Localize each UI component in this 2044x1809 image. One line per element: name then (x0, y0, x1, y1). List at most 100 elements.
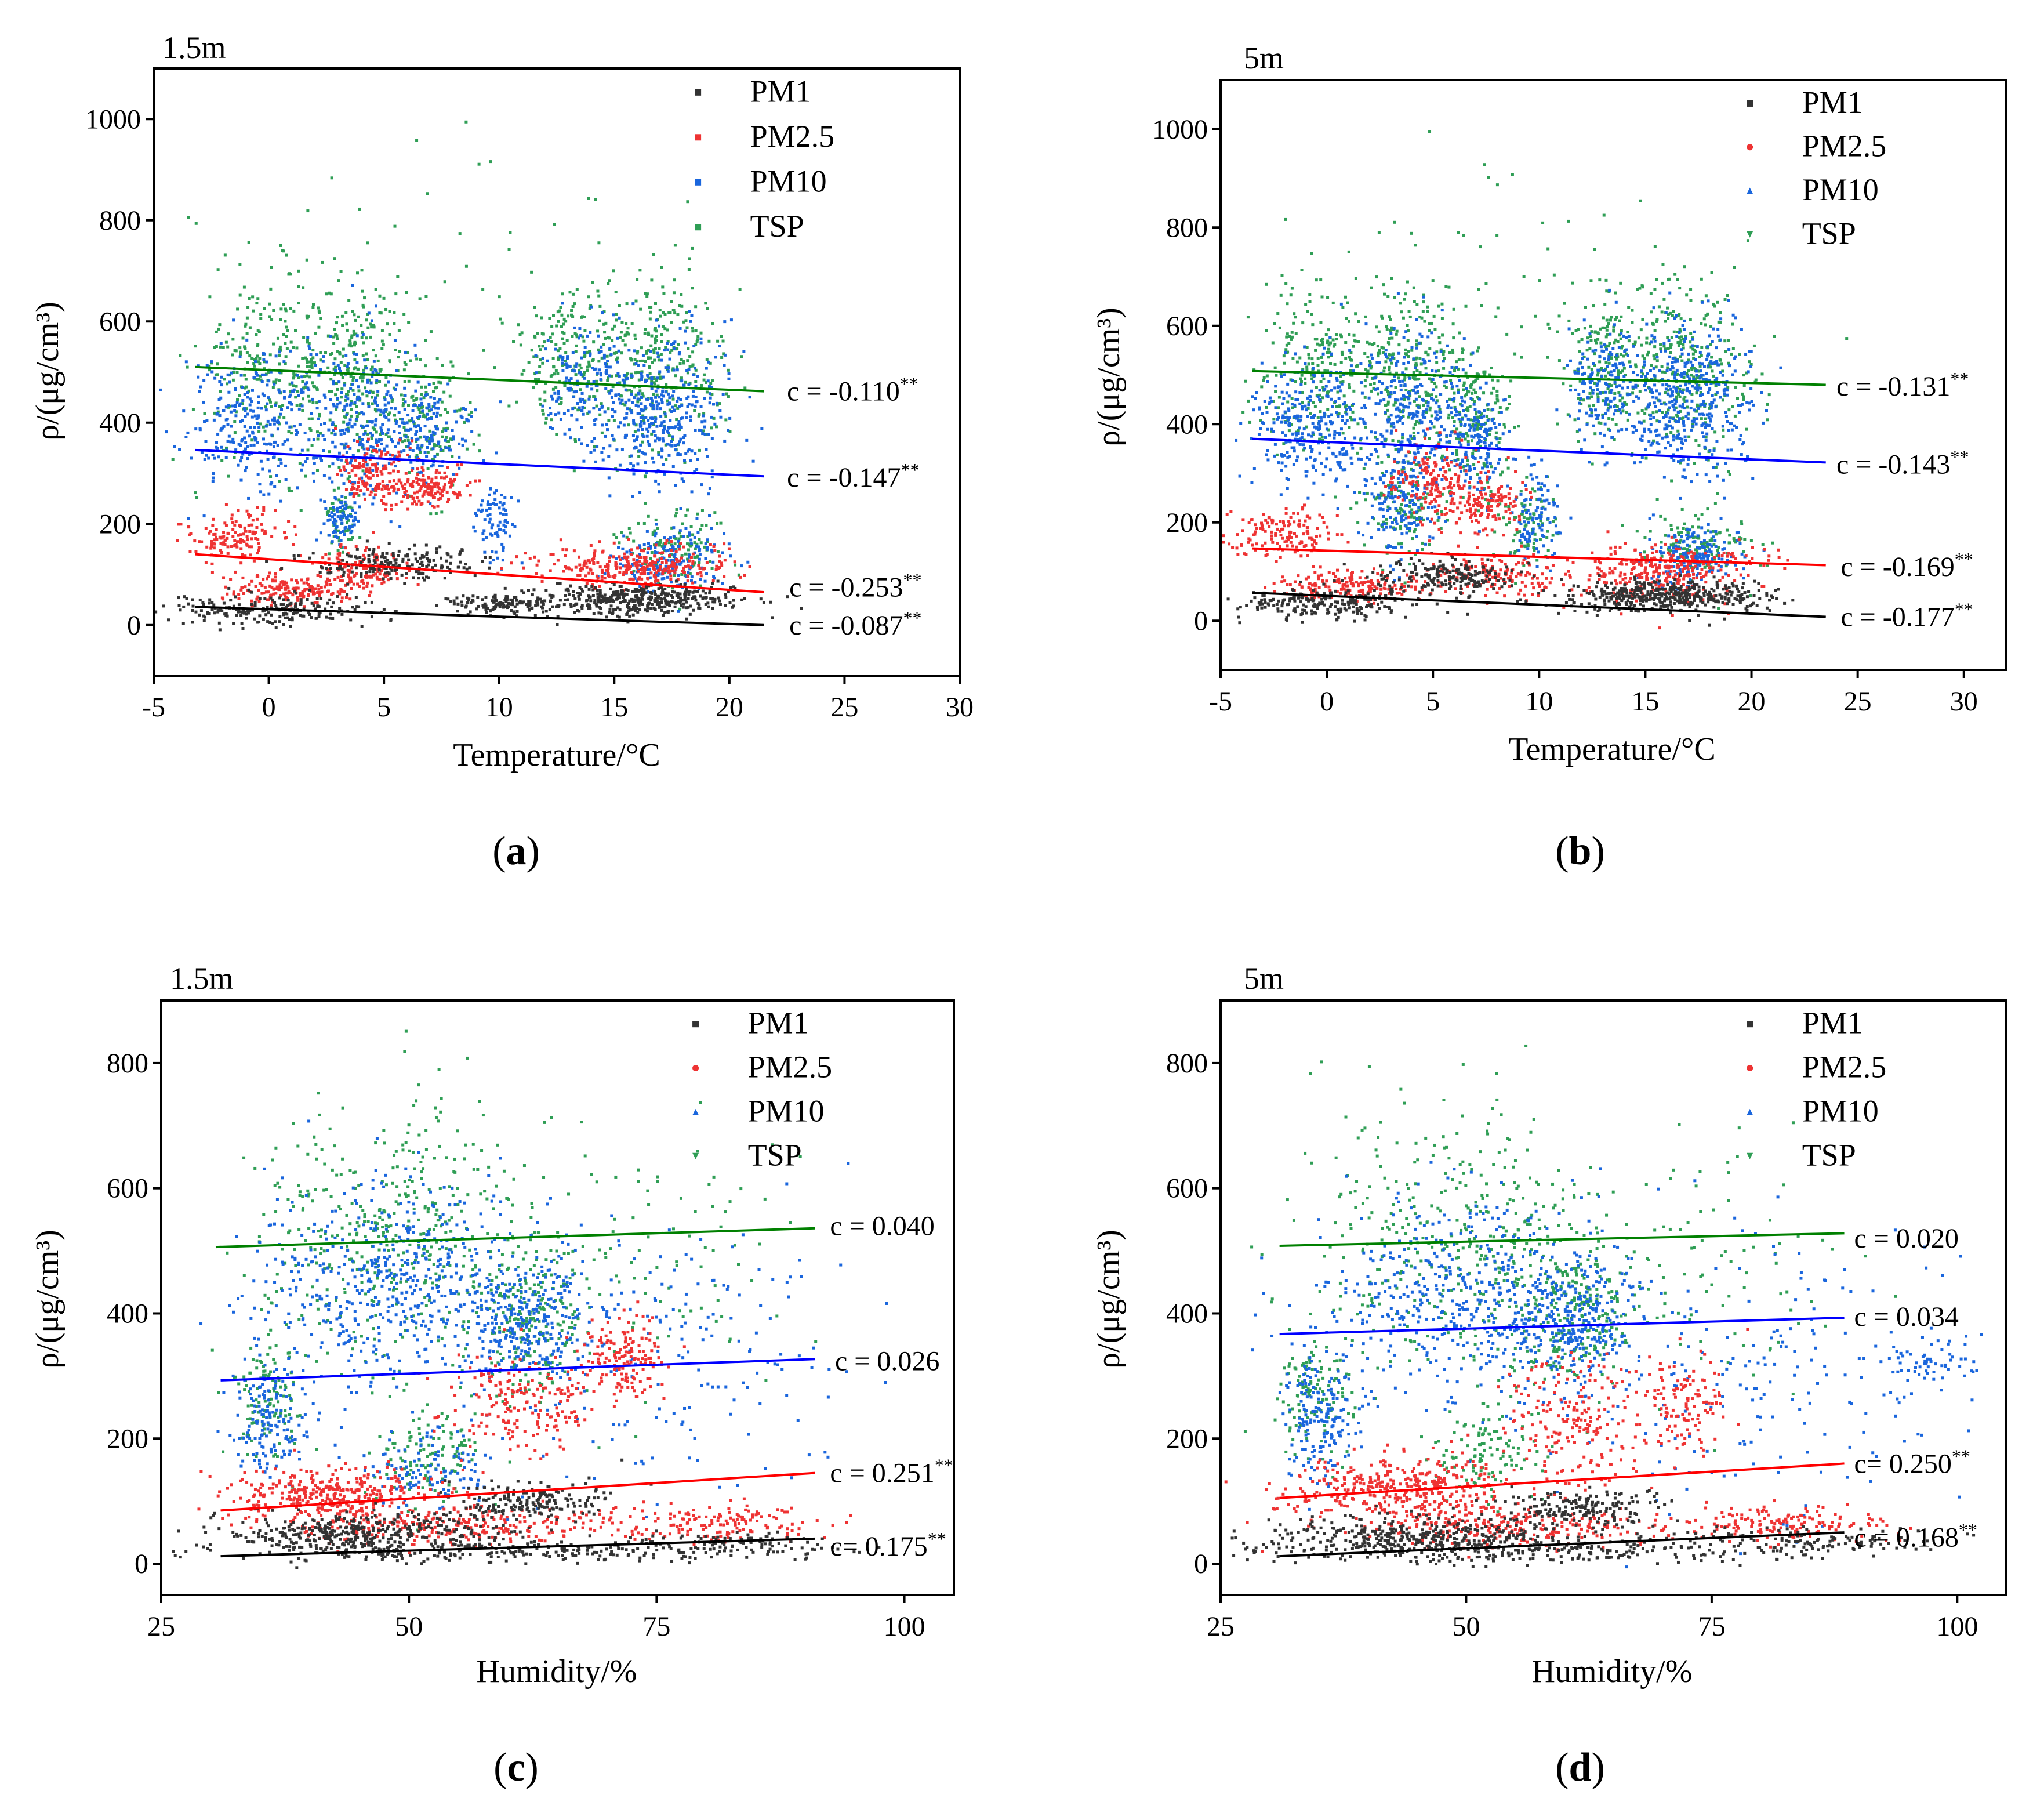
point-pm1 (603, 593, 607, 597)
point-pm1 (587, 607, 590, 610)
point-tsp (684, 514, 688, 517)
point-tsp (538, 397, 542, 401)
point-pm1 (743, 597, 746, 600)
point-pm25 (681, 570, 684, 573)
point-pm10 (506, 521, 509, 524)
point-pm10 (618, 316, 621, 320)
point-tsp (644, 502, 647, 505)
point-pm10 (703, 579, 707, 583)
point-pm10 (652, 430, 655, 433)
point-pm25 (637, 570, 640, 573)
point-pm10 (449, 448, 452, 452)
point-pm10 (672, 390, 676, 393)
point-pm1 (257, 621, 261, 624)
point-pm10 (663, 545, 666, 549)
point-tsp (340, 373, 343, 376)
point-pm10 (229, 410, 233, 414)
point-pm1 (681, 606, 685, 609)
point-pm25 (278, 586, 281, 590)
point-tsp (652, 253, 655, 256)
point-pm1 (526, 605, 529, 608)
point-tsp (344, 311, 348, 314)
point-tsp (248, 326, 252, 329)
point-tsp (278, 354, 281, 357)
point-pm10 (486, 503, 489, 506)
point-tsp (433, 444, 436, 448)
point-pm1 (580, 604, 584, 607)
point-tsp (233, 420, 237, 423)
point-tsp (575, 333, 578, 337)
point-pm1 (422, 578, 426, 582)
point-pm10 (217, 398, 221, 401)
point-pm10 (371, 433, 374, 437)
point-tsp (644, 328, 647, 331)
point-tsp (236, 398, 239, 401)
point-pm1 (372, 559, 376, 563)
point-pm1 (383, 560, 387, 563)
point-tsp (351, 536, 354, 539)
point-tsp (663, 549, 666, 552)
point-pm1 (597, 594, 601, 597)
point-tsp (286, 329, 289, 332)
point-pm10 (386, 428, 390, 432)
point-tsp (380, 339, 384, 343)
point-pm10 (666, 342, 669, 345)
point-pm1 (584, 585, 588, 588)
point-tsp (467, 372, 470, 376)
point-tsp (684, 380, 688, 384)
point-pm1 (452, 602, 456, 606)
point-pm1 (311, 552, 315, 555)
point-pm10 (342, 513, 346, 517)
point-pm25 (274, 575, 277, 579)
point-tsp (361, 469, 365, 473)
point-pm25 (270, 603, 273, 607)
point-pm25 (239, 588, 243, 592)
point-pm10 (435, 415, 438, 418)
point-pm25 (376, 444, 380, 448)
point-pm25 (316, 574, 320, 577)
point-pm10 (438, 398, 442, 401)
point-pm10 (688, 553, 691, 557)
point-tsp (274, 401, 278, 405)
point-pm10 (568, 364, 572, 368)
point-pm10 (304, 382, 307, 386)
point-tsp (366, 402, 370, 405)
point-pm1 (469, 601, 473, 604)
point-pm25 (408, 569, 411, 572)
point-pm10 (211, 454, 215, 457)
point-tsp (366, 326, 370, 329)
point-pm25 (608, 560, 611, 563)
point-pm10 (355, 353, 358, 356)
point-pm25 (248, 590, 252, 593)
point-tsp (402, 313, 406, 316)
point-pm10 (311, 472, 315, 475)
point-pm1 (417, 577, 420, 580)
point-tsp (419, 358, 422, 361)
point-pm25 (515, 555, 518, 559)
point-pm1 (392, 564, 395, 567)
point-tsp (469, 401, 472, 404)
point-pm25 (233, 539, 237, 542)
point-pm1 (627, 605, 631, 608)
point-pm25 (600, 578, 604, 582)
point-pm10 (393, 430, 396, 433)
point-pm10 (273, 419, 277, 422)
point-pm10 (220, 445, 223, 449)
point-pm25 (234, 531, 237, 534)
point-pm10 (349, 514, 353, 518)
point-tsp (573, 440, 577, 443)
point-pm25 (237, 509, 240, 513)
point-pm10 (329, 411, 333, 415)
point-pm1 (706, 601, 710, 605)
point-tsp (290, 490, 293, 493)
point-pm10 (677, 610, 680, 613)
point-pm10 (348, 525, 351, 528)
point-pm10 (416, 456, 419, 459)
point-pm1 (597, 597, 600, 601)
point-tsp (628, 407, 631, 411)
point-pm1 (596, 589, 599, 592)
point-tsp (355, 271, 359, 275)
point-pm10 (367, 391, 371, 394)
point-tsp (562, 342, 566, 345)
point-tsp (564, 351, 568, 354)
